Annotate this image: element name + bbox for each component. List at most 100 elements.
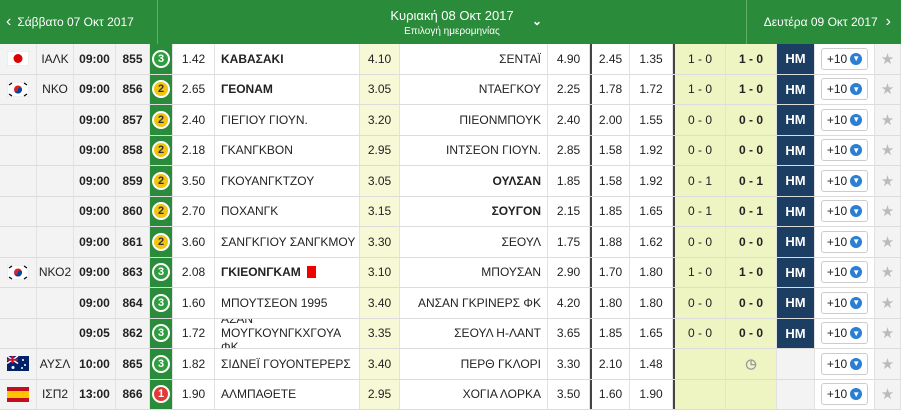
expand-icon: ▼ <box>850 52 863 65</box>
status-text[interactable]: ΗΜ <box>785 173 806 189</box>
rank-badge: 1 <box>152 385 170 404</box>
home-cell: ΑΣΑΝ ΜΟΥΓΚΟΥΝΓΚΧΓΟΥΑ ΦΚ <box>215 318 360 348</box>
more-bets-button[interactable]: +10 ▼ <box>820 322 869 345</box>
favorite-star[interactable]: ★ <box>880 50 895 68</box>
more-bets-button[interactable]: +10 ▼ <box>820 230 869 253</box>
oddx-cell: 4.10 <box>360 44 400 74</box>
ht-text: 1 - 0 <box>687 51 712 66</box>
flag-cell <box>0 379 37 409</box>
ft-text: 1 - 0 <box>738 82 763 97</box>
code-cell: 857 <box>116 105 150 135</box>
more-cell: +10 ▼ <box>815 196 875 226</box>
favorite-star[interactable]: ★ <box>880 325 895 343</box>
dc2-cell: 1.62 <box>630 227 673 257</box>
dc1-cell: 1.85 <box>590 196 630 226</box>
favorite-star[interactable]: ★ <box>880 111 895 129</box>
time-text: 09:00 <box>79 51 110 66</box>
odd1-text: 1.72 <box>181 326 206 341</box>
status-text[interactable]: ΗΜ <box>785 142 806 158</box>
code-cell: 865 <box>116 349 150 379</box>
status-text[interactable]: ΗΜ <box>785 81 806 97</box>
code-text: 865 <box>122 356 143 371</box>
time-cell: 09:00 <box>74 227 116 257</box>
dc1-text: 2.45 <box>598 51 623 66</box>
date-picker[interactable]: Κυριακή 08 Οκτ 2017 Επιλογή ημερομηνίας <box>158 0 746 44</box>
rank-badge: 2 <box>152 80 170 99</box>
odd1-cell: 3.50 <box>173 166 215 196</box>
next-day[interactable]: Δευτέρα 09 Οκτ 2017 › <box>763 13 891 30</box>
status-text[interactable]: ΗΜ <box>785 264 806 280</box>
more-bets-button[interactable]: +10 ▼ <box>820 291 869 314</box>
oddx-cell: 2.95 <box>360 379 400 409</box>
odd2-text: 1.75 <box>556 234 581 249</box>
status-text[interactable]: ΗΜ <box>785 203 806 219</box>
date-picker-label: Επιλογή ημερομηνίας <box>404 25 500 37</box>
status-text[interactable]: ΗΜ <box>785 325 806 341</box>
favorite-star[interactable]: ★ <box>880 172 895 190</box>
star-cell: ★ <box>875 135 901 165</box>
more-bets-button[interactable]: +10 ▼ <box>820 139 869 162</box>
favorite-star[interactable]: ★ <box>880 294 895 312</box>
oddx-cell: 3.15 <box>360 196 400 226</box>
rank-badge: 3 <box>152 354 170 373</box>
star-cell: ★ <box>875 227 901 257</box>
code-cell: 855 <box>116 44 150 74</box>
ft-text: 0 - 0 <box>738 234 763 249</box>
dc1-cell: 2.45 <box>590 44 630 74</box>
more-bets-button[interactable]: +10 ▼ <box>820 352 869 375</box>
ft-text: 1 - 0 <box>738 265 763 280</box>
league-cell: ΝΚΟ <box>37 74 74 104</box>
home-team: ΠΟΧΑΝΓΚ <box>221 204 279 219</box>
flag-icon <box>7 51 29 67</box>
flag-cell <box>0 349 37 379</box>
rank-badge: 3 <box>152 293 170 312</box>
dc2-cell: 1.92 <box>630 166 673 196</box>
more-bets-button[interactable]: +10 ▼ <box>820 383 869 406</box>
more-bets-button[interactable]: +10 ▼ <box>820 78 869 101</box>
favorite-star[interactable]: ★ <box>880 355 895 373</box>
dc2-cell: 1.80 <box>630 288 673 318</box>
home-team: ΓΚΑΝΓΚΒΟΝ <box>221 143 293 158</box>
favorite-star[interactable]: ★ <box>880 203 895 221</box>
away-team: ΣΟΥΓΟΝ <box>491 204 541 219</box>
more-bets-button[interactable]: +10 ▼ <box>820 200 869 223</box>
more-cell: +10 ▼ <box>815 44 875 74</box>
odd1-cell: 1.60 <box>173 288 215 318</box>
more-bets-button[interactable]: +10 ▼ <box>820 47 869 70</box>
status-cell <box>777 379 815 409</box>
prev-day[interactable]: ‹ Σάββατο 07 Οκτ 2017 <box>6 13 134 30</box>
rank-badge: 3 <box>152 324 170 343</box>
match-row: 09:00 857 2 2.40 ΓΙΕΓΙΟΥ ΓΙΟΥΝ. 3.20 ΠΙΕΟΝΜΠΟΥ… <box>0 105 901 136</box>
more-bets-button[interactable]: +10 ▼ <box>820 108 869 131</box>
more-bets-button[interactable]: +10 ▼ <box>820 169 869 192</box>
oddx-text: 3.10 <box>367 265 392 280</box>
ft-cell <box>726 379 777 409</box>
ht-text: 0 - 0 <box>687 234 712 249</box>
ht-cell: 0 - 0 <box>673 288 726 318</box>
clock-icon: ◷ <box>745 355 757 371</box>
rank-badge: 3 <box>152 263 170 282</box>
oddx-text: 3.20 <box>367 112 392 127</box>
ft-text: 0 - 1 <box>738 173 763 188</box>
status-text[interactable]: ΗΜ <box>785 234 806 250</box>
ht-text: 0 - 0 <box>687 326 712 341</box>
status-text[interactable]: ΗΜ <box>785 112 806 128</box>
favorite-star[interactable]: ★ <box>880 386 895 404</box>
ht-cell: 0 - 0 <box>673 105 726 135</box>
ft-cell: 0 - 1 <box>726 166 777 196</box>
code-cell: 860 <box>116 196 150 226</box>
favorite-star[interactable]: ★ <box>880 142 895 160</box>
status-text[interactable]: ΗΜ <box>785 51 806 67</box>
favorite-star[interactable]: ★ <box>880 81 895 99</box>
time-cell: 10:00 <box>74 349 116 379</box>
code-text: 861 <box>122 234 143 249</box>
more-bets-button[interactable]: +10 ▼ <box>820 261 869 284</box>
chevron-icon: ⌄ <box>532 14 543 28</box>
ht-cell: 0 - 1 <box>673 196 726 226</box>
status-text[interactable]: ΗΜ <box>785 295 806 311</box>
code-cell: 864 <box>116 288 150 318</box>
favorite-star[interactable]: ★ <box>880 264 895 282</box>
favorite-star[interactable]: ★ <box>880 233 895 251</box>
away-cell: ΠΙΕΟΝΜΠΟΥΚ <box>400 105 548 135</box>
rank-badge: 2 <box>152 110 170 129</box>
